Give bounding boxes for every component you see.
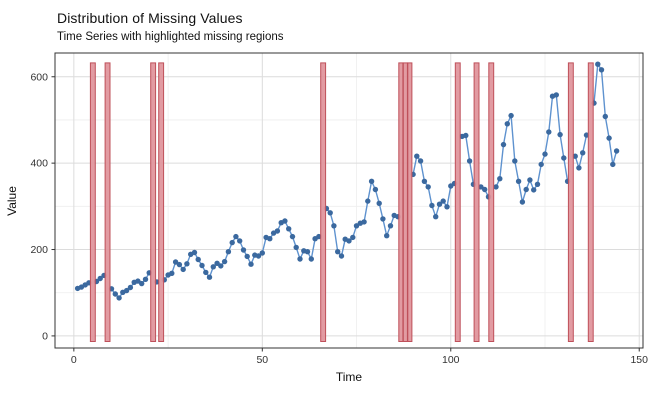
axis-ticks-and-labels: 0 50 100 150 0 200 400 600 — [30, 71, 648, 366]
panel-border — [54, 52, 644, 349]
missing-region-bars — [89, 62, 594, 343]
y-axis-label: Value — [5, 186, 19, 216]
svg-text:600: 600 — [30, 71, 48, 83]
svg-text:400: 400 — [30, 158, 48, 170]
x-axis-label: Time — [335, 370, 363, 384]
svg-text:200: 200 — [30, 244, 48, 256]
chart-title: Distribution of Missing Values — [57, 10, 243, 26]
svg-text:100: 100 — [442, 354, 460, 366]
svg-text:0: 0 — [42, 330, 48, 342]
value-line-series — [74, 61, 620, 301]
chart-subtitle: Time Series with highlighted missing reg… — [57, 31, 284, 43]
svg-text:150: 150 — [630, 354, 648, 366]
svg-text:50: 50 — [256, 354, 268, 366]
svg-text:0: 0 — [71, 354, 77, 366]
